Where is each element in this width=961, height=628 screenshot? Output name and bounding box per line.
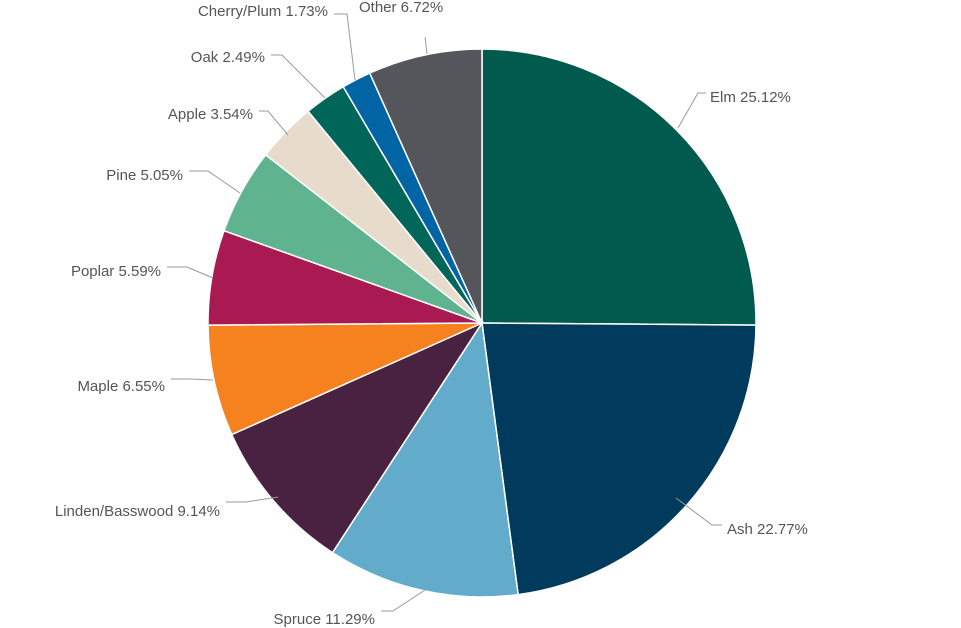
- pie-slice-other: [368, 48, 483, 324]
- leader-line-other: [424, 36, 428, 55]
- leader-line-cherry-plum: [334, 13, 356, 81]
- pie-slice-spruce: [331, 320, 519, 598]
- leader-line-apple: [259, 110, 289, 136]
- slice-label-spruce: Spruce 11.29%: [274, 611, 375, 628]
- pie-slice-elm: [481, 48, 757, 326]
- leader-line-poplar: [167, 266, 214, 279]
- slice-label-ash: Ash 22.77%: [727, 521, 808, 538]
- leader-line-ash: [675, 497, 722, 526]
- slice-label-cherry-plum: Cherry/Plum 1.73%: [198, 3, 328, 20]
- leader-line-spruce: [381, 589, 426, 612]
- pie-slice-maple: [207, 322, 483, 436]
- pie-slice-ash: [481, 322, 757, 596]
- leader-line-linden-basswood: [226, 496, 279, 503]
- slice-label-apple: Apple 3.54%: [168, 106, 253, 123]
- slice-labels-layer: Elm 25.12% Ash 22.77% Spruce 11.29% Linden/…: [55, 0, 808, 628]
- slice-label-pine: Pine 5.05%: [106, 167, 183, 184]
- slice-label-linden-basswood: Linden/Basswood 9.14%: [55, 503, 220, 520]
- pie-slice-linden-basswood: [230, 321, 485, 554]
- leader-line-oak: [271, 54, 326, 99]
- slice-label-elm: Elm 25.12%: [710, 89, 791, 106]
- leader-line-pine: [189, 170, 241, 194]
- slices-layer: [207, 48, 757, 598]
- slice-label-oak: Oak 2.49%: [191, 49, 265, 66]
- slice-label-other: Other 6.72%: [359, 0, 443, 16]
- leader-line-elm: [677, 92, 706, 129]
- slice-label-maple: Maple 6.55%: [77, 378, 165, 395]
- leader-line-maple: [171, 378, 214, 381]
- slice-label-poplar: Poplar 5.59%: [71, 263, 161, 280]
- leader-lines-layer: [167, 13, 722, 612]
